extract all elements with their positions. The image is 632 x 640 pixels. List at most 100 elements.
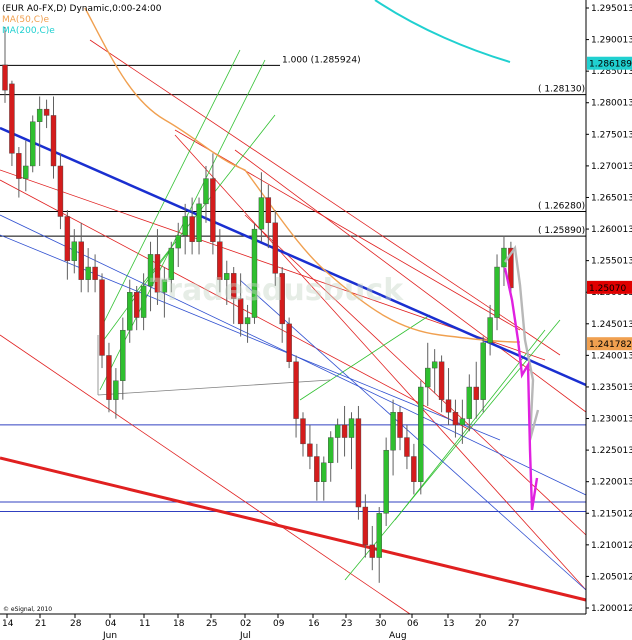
- candle: [189, 197, 195, 255]
- candle-body: [376, 513, 382, 558]
- candle-body: [78, 241, 84, 280]
- x-tick-label: 27: [508, 619, 519, 629]
- candle-body: [487, 317, 493, 344]
- y-tick-label: 1.220013: [591, 478, 632, 488]
- candle-body: [85, 266, 91, 280]
- candle: [376, 507, 382, 583]
- candle: [251, 222, 258, 324]
- candle-body: [334, 424, 341, 438]
- trend-line: [174, 134, 587, 591]
- y-tick-label: 1.235013: [591, 383, 632, 393]
- ma200-curve: [374, 0, 511, 63]
- candle: [92, 254, 98, 293]
- month-label: Jul: [239, 631, 251, 640]
- candle-body: [161, 279, 168, 293]
- candle: [411, 443, 417, 495]
- trend-line: [0, 334, 411, 615]
- x-tick-label: 06: [407, 619, 419, 629]
- candle: [161, 267, 168, 318]
- candle-body: [459, 418, 466, 426]
- candle-body: [383, 449, 389, 514]
- candle-body: [272, 222, 278, 274]
- candle-body: [189, 216, 195, 242]
- y-tick-label: 1.210012: [591, 541, 632, 551]
- x-tick-label: 09: [273, 619, 285, 629]
- candle-body: [16, 153, 22, 179]
- candle: [258, 172, 265, 242]
- trend-line: [129, 114, 276, 301]
- price-tag-label: 1.241782: [589, 340, 632, 350]
- x-tick-label: 21: [35, 619, 46, 629]
- candle-body: [92, 266, 98, 280]
- candle: [224, 260, 230, 305]
- candle: [2, 27, 8, 103]
- trend-line: [0, 179, 471, 431]
- candle-body: [182, 216, 188, 236]
- candle: [341, 405, 348, 457]
- candle-body: [154, 254, 161, 293]
- price-tag: [587, 280, 632, 294]
- candle-body: [64, 216, 71, 261]
- y-tick-label: 1.285013: [591, 67, 632, 77]
- copyright-note: © eSignal, 2010: [3, 606, 52, 613]
- candle: [78, 222, 84, 293]
- candle: [23, 140, 29, 192]
- candle: [369, 525, 375, 571]
- candle-body: [244, 317, 251, 325]
- x-tick-label: 25: [206, 619, 217, 629]
- candle-body: [501, 247, 507, 268]
- y-tick-label: 1.230013: [591, 415, 632, 425]
- candle: [431, 349, 438, 394]
- candle: [196, 197, 202, 255]
- candle: [133, 285, 140, 331]
- x-tick-label: 20: [475, 619, 487, 629]
- candle: [43, 99, 50, 129]
- trend-line: [244, 214, 587, 536]
- candle: [355, 405, 362, 520]
- candle: [175, 222, 181, 268]
- candle: [120, 317, 126, 400]
- candle-body: [99, 279, 105, 356]
- candle: [182, 203, 188, 255]
- candle-body: [258, 197, 265, 230]
- candle-body: [369, 544, 375, 558]
- candle-body: [452, 412, 459, 426]
- candle: [279, 267, 285, 343]
- candle: [16, 147, 22, 198]
- y-tick-label: 1.265013: [591, 193, 632, 203]
- candle-body: [438, 361, 445, 400]
- candle-body: [321, 462, 327, 482]
- candle-body: [286, 323, 292, 362]
- candle-body: [473, 386, 479, 400]
- y-tick-label: 1.275013: [591, 130, 632, 140]
- trend-line: [299, 314, 431, 401]
- candle-body: [36, 108, 43, 122]
- y-tick-label: 1.280013: [591, 99, 632, 109]
- candle: [293, 355, 299, 438]
- candle: [334, 418, 341, 463]
- candle-body: [397, 412, 403, 438]
- candle-body: [293, 361, 299, 419]
- candle-body: [265, 197, 272, 224]
- candle: [307, 424, 313, 470]
- candle: [265, 184, 272, 249]
- candle: [348, 412, 355, 470]
- candle-body: [279, 273, 285, 325]
- x-tick-label: 11: [139, 619, 150, 629]
- candle-body: [127, 292, 133, 331]
- candle: [466, 374, 473, 432]
- candle-body: [203, 178, 209, 205]
- level-label: ( 1.25890): [538, 226, 585, 236]
- x-tick-label: 04: [105, 619, 117, 629]
- candle-body: [147, 254, 154, 287]
- candle: [286, 317, 292, 369]
- y-tick-label: 1.225013: [591, 446, 632, 456]
- ma200-legend: MA(200,C)e: [2, 26, 55, 36]
- x-tick-label: 23: [341, 619, 352, 629]
- candle: [494, 254, 500, 331]
- x-tick-label: 13: [443, 619, 454, 629]
- candle-body: [362, 506, 369, 546]
- y-tick-label: 1.255013: [591, 257, 632, 267]
- watermark: Tradesdusbuck: [150, 273, 404, 308]
